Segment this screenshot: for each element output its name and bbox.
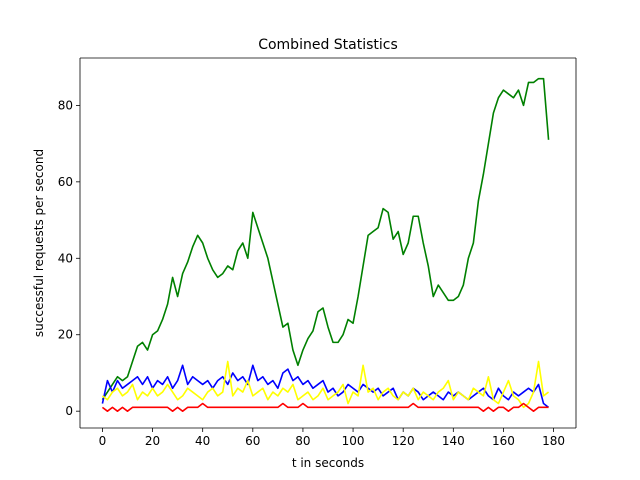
x-tick-label: 180	[542, 434, 565, 448]
x-tick-label: 0	[99, 434, 107, 448]
series-line-0	[101, 77, 550, 401]
x-axis-label: t in seconds	[292, 456, 364, 470]
y-tick-label: 20	[58, 328, 73, 342]
axes-layer	[79, 57, 577, 429]
chart-title: Combined Statistics	[258, 37, 398, 53]
y-tick-label: 80	[58, 98, 73, 112]
x-tick-label: 40	[195, 434, 210, 448]
x-tick-label: 120	[392, 434, 415, 448]
x-tick-label: 140	[442, 434, 465, 448]
x-tick-label: 20	[145, 434, 160, 448]
y-tick-label: 40	[58, 251, 73, 265]
series-layer	[101, 77, 550, 412]
y-axis-label: successful requests per second	[32, 149, 46, 337]
x-tick-label: 100	[342, 434, 365, 448]
y-ticks: 0 20 40 60 80	[58, 98, 80, 418]
x-ticks: 0 20 40 60 80 100 120 140 160 180	[99, 428, 565, 448]
series-line-3	[101, 402, 549, 412]
plot-area	[80, 58, 576, 428]
series-line-1	[101, 364, 550, 408]
x-tick-label: 160	[492, 434, 515, 448]
x-tick-label: 60	[245, 434, 260, 448]
series-line-2	[101, 360, 550, 409]
y-tick-label: 60	[58, 175, 73, 189]
x-tick-label: 80	[295, 434, 310, 448]
y-tick-label: 0	[65, 404, 73, 418]
